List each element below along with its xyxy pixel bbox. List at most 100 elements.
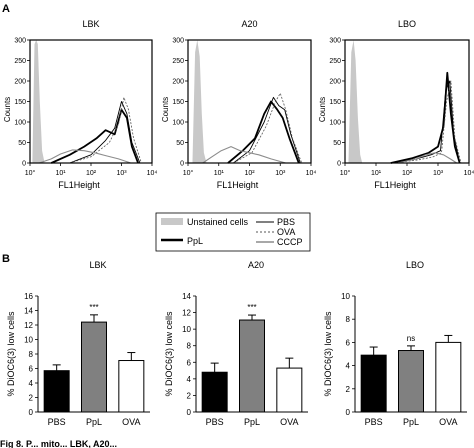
series-line-ppl	[227, 100, 300, 164]
x-axis-label: FL1Height	[374, 180, 416, 190]
histogram-a20: 0 50 100 150 200 250 300 10° 10¹ 10² 10³ 10⁴ A20 FL1H…	[161, 19, 316, 190]
x-tick-label: 10¹	[214, 170, 225, 177]
bar-pbs	[43, 370, 70, 413]
y-tick-label: 4	[187, 375, 192, 384]
x-tick-label: OVA	[122, 417, 140, 427]
legend-label-cccp: CCCP	[277, 237, 303, 247]
series-line-unstained-cells	[32, 40, 45, 163]
y-tick-label: 300	[172, 38, 184, 45]
x-axis-label: FL1Height	[58, 180, 100, 190]
y-axis-label: Counts	[161, 97, 170, 122]
panel-label-b: B	[2, 253, 10, 265]
series-line-ova	[394, 80, 462, 164]
legend-swatch-unstained	[161, 218, 183, 225]
y-tick-label: 4	[346, 362, 351, 371]
y-axis-label: Counts	[318, 97, 327, 122]
x-tick-label: PpL	[403, 417, 419, 427]
bar-pbs	[360, 354, 387, 413]
y-tick-label: 10	[341, 292, 350, 301]
series-line-ppl	[50, 108, 139, 164]
series-line-unstained-cells	[192, 40, 207, 163]
y-tick-label: 14	[24, 307, 33, 316]
y-tick-label: 250	[329, 58, 341, 65]
x-tick-label: 10°	[340, 169, 351, 177]
y-tick-label: 100	[329, 120, 341, 127]
y-tick-label: 12	[182, 309, 191, 318]
legend-label-unstained: Unstained cells	[187, 217, 249, 227]
x-tick-label: 10¹	[371, 170, 382, 177]
x-tick-label: 10°	[25, 169, 36, 177]
x-tick-label: 10³	[275, 170, 286, 177]
y-tick-label: 200	[329, 79, 341, 86]
y-tick-label: 8	[187, 342, 192, 351]
y-tick-label: 0	[346, 408, 351, 417]
series-line-ova	[69, 97, 142, 164]
x-tick-label: 10³	[116, 170, 127, 177]
x-tick-label: OVA	[280, 417, 298, 427]
figure-caption: Fig 8. P... mito... LBK, A20...	[0, 439, 117, 448]
bar-ova	[118, 360, 145, 413]
y-tick-label: 2	[29, 394, 34, 403]
panel-label-a: A	[2, 3, 10, 15]
significance-label: ns	[407, 334, 415, 343]
x-tick-label: OVA	[439, 417, 457, 427]
y-tick-label: 50	[18, 140, 26, 147]
bar-ppl	[81, 321, 107, 413]
y-tick-label: 4	[29, 379, 34, 388]
y-tick-label: 8	[346, 315, 351, 324]
chart-title: LBK	[89, 260, 106, 270]
x-tick-label: PBS	[206, 417, 224, 427]
bar-pbs	[201, 371, 228, 413]
histogram-lbk: 0 50 100 150 200 250 300 10° 10¹ 10² 10³ 10⁴ LBK FL1H…	[3, 19, 157, 190]
series-line-cccp	[39, 149, 131, 164]
y-tick-label: 300	[14, 38, 26, 45]
plot-frame	[29, 39, 153, 164]
y-tick-label: 2	[187, 391, 192, 400]
y-tick-label: 6	[29, 365, 34, 374]
x-tick-label: PBS	[48, 417, 66, 427]
x-axis-label: FL1Height	[217, 180, 259, 190]
y-tick-label: 6	[346, 338, 351, 347]
y-tick-label: 0	[337, 161, 341, 168]
y-tick-label: 200	[172, 79, 184, 86]
legend-label-pbs: PBS	[277, 217, 295, 227]
bar-ppl	[239, 319, 265, 413]
y-tick-label: 10	[182, 325, 191, 334]
y-tick-label: 12	[24, 321, 33, 330]
x-tick-label: 10⁴	[147, 170, 158, 177]
significance-label: ***	[89, 303, 98, 312]
x-tick-label: 10²	[244, 170, 255, 177]
series-line-ppl	[390, 71, 461, 164]
y-tick-label: 50	[176, 140, 184, 147]
bar-ova	[435, 341, 462, 413]
series-line-pbs	[233, 96, 301, 164]
x-tick-label: PpL	[244, 417, 260, 427]
y-tick-label: 200	[14, 79, 26, 86]
y-tick-label: 100	[172, 120, 184, 127]
y-tick-label: 0	[187, 408, 192, 417]
barchart-lbo: 0 2 4 6 8 10 PBS PpL ns OVA LBO % DiOC6(3) low cell…	[323, 260, 467, 427]
y-tick-label: 8	[29, 350, 34, 359]
x-tick-label: 10°	[183, 169, 194, 177]
y-axis-label: % DiOC6(3) low cells	[323, 311, 333, 397]
x-tick-label: 10⁴	[306, 170, 317, 177]
histogram-lbo: 0 50 100 150 200 250 300 10° 10¹ 10² 10³ 10⁴ LBO FL1H…	[318, 19, 474, 190]
y-tick-label: 0	[180, 161, 184, 168]
series-line-ova	[233, 92, 303, 164]
chart-title: LBO	[398, 19, 416, 29]
x-tick-label: 10²	[402, 170, 413, 177]
y-axis-label: % DiOC6(3) low cells	[164, 311, 174, 397]
series-line-cccp	[202, 146, 286, 164]
series-line-cccp	[397, 152, 457, 164]
barchart-a20: 0 2 4 6 8 10 12 14 PBS PpL *** OVA A20 % DiOC6(3) low…	[164, 260, 308, 427]
legend: Unstained cells PpL PBS OVA CCCP	[155, 212, 311, 252]
y-tick-label: 300	[329, 38, 341, 45]
bar-ppl	[398, 350, 424, 413]
x-tick-label: 10²	[86, 170, 97, 177]
y-tick-label: 250	[14, 58, 26, 65]
barchart-lbk: 0 2 4 6 8 10 12 14 16 PBS PpL *** OVA LBK % DiOC6(3) l…	[6, 260, 150, 427]
y-tick-label: 10	[24, 336, 33, 345]
y-tick-label: 2	[346, 385, 351, 394]
y-tick-label: 14	[182, 292, 191, 301]
bar-ova	[276, 367, 303, 413]
